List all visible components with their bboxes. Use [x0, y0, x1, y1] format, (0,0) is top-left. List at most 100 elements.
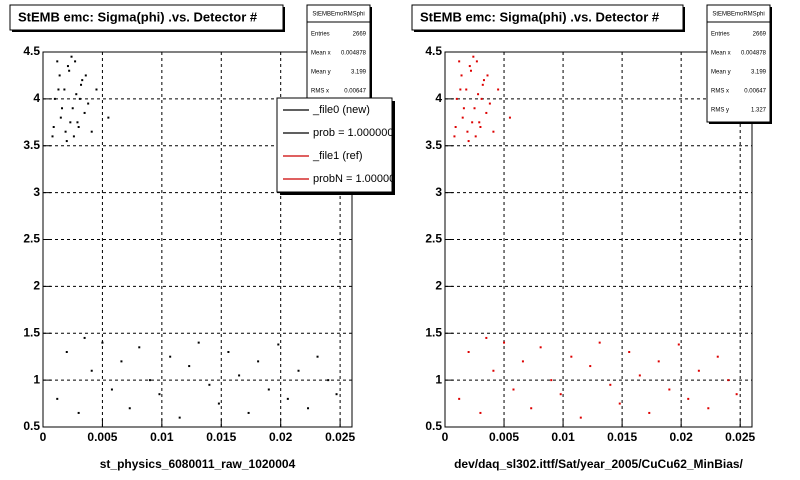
- point: [503, 341, 506, 344]
- point: [64, 130, 67, 133]
- point: [471, 121, 474, 124]
- point: [227, 351, 230, 353]
- point: [70, 55, 73, 58]
- point: [492, 130, 495, 133]
- point: [307, 407, 310, 410]
- stats-label: Mean x: [711, 51, 731, 57]
- point: [497, 88, 500, 91]
- y-tick-label: 3: [435, 185, 442, 199]
- point: [53, 97, 56, 100]
- point: [453, 135, 456, 138]
- point: [169, 355, 172, 358]
- x-tick-label: 0.01: [150, 430, 174, 444]
- point: [492, 369, 495, 372]
- legend-label: _file0 (new): [312, 104, 370, 116]
- point: [485, 336, 488, 339]
- stats-label: RMS x: [711, 89, 729, 95]
- point: [217, 402, 220, 405]
- point: [178, 416, 181, 419]
- stats-box: [706, 4, 771, 123]
- point: [138, 346, 141, 349]
- point: [90, 369, 93, 372]
- y-tick-label: 4.5: [23, 44, 40, 58]
- point: [57, 88, 60, 91]
- point: [87, 102, 90, 105]
- title-box: [9, 4, 284, 31]
- point: [51, 135, 54, 138]
- point: [486, 74, 489, 77]
- stats-box: [306, 4, 371, 104]
- stats-value: 2669: [353, 32, 367, 38]
- stats-value: 3.199: [351, 70, 367, 76]
- x-axis-label: dev/daq_sl302.ittf/Sat/year_2005/CuCu62_…: [454, 457, 743, 471]
- y-tick-label: 1.5: [425, 325, 442, 339]
- point: [458, 397, 461, 400]
- stats-label: Entries: [311, 32, 330, 38]
- stats-label: Mean x: [311, 51, 331, 57]
- point: [80, 83, 83, 86]
- legend: _file0 (new) prob = 1.000000 _file1 (ref) p…: [283, 104, 392, 185]
- point: [335, 393, 338, 396]
- point: [482, 79, 485, 82]
- point: [473, 107, 476, 110]
- point: [65, 140, 68, 143]
- y-tick-label: 1.5: [23, 325, 40, 339]
- y-tick-label: 1: [33, 372, 40, 386]
- point: [277, 343, 280, 346]
- point: [478, 121, 481, 124]
- y-tick-label: 4: [435, 91, 442, 105]
- x-tick-label: 0.02: [669, 430, 693, 444]
- point: [69, 121, 72, 124]
- y-tick-label: 2.5: [425, 232, 442, 246]
- stats-label: RMS x: [311, 89, 329, 95]
- point: [90, 130, 93, 133]
- point: [83, 336, 86, 339]
- x-tick-label: 0.02: [269, 430, 293, 444]
- point: [297, 369, 300, 372]
- point: [56, 60, 59, 63]
- point: [648, 411, 651, 414]
- title-box: [411, 4, 684, 31]
- point: [472, 55, 475, 58]
- point: [477, 93, 480, 96]
- point: [78, 97, 81, 100]
- point: [521, 360, 524, 363]
- point: [474, 135, 477, 138]
- point: [107, 116, 110, 119]
- point: [61, 107, 64, 110]
- point: [467, 351, 470, 353]
- point: [84, 74, 87, 77]
- point: [238, 374, 241, 377]
- x-tick-label: 0.005: [489, 430, 519, 444]
- point: [188, 365, 191, 368]
- point: [727, 379, 730, 382]
- point: [467, 140, 470, 143]
- point: [208, 383, 211, 386]
- point: [316, 355, 319, 358]
- point: [454, 126, 457, 128]
- point: [735, 393, 738, 396]
- point: [707, 407, 710, 410]
- x-tick-label: 0: [40, 430, 47, 444]
- point: [75, 93, 78, 96]
- y-tick-label: 3.5: [23, 138, 40, 152]
- point: [539, 346, 542, 349]
- point: [68, 69, 71, 72]
- point: [579, 416, 582, 419]
- x-tick-label: 0.025: [725, 430, 755, 444]
- point: [77, 411, 80, 414]
- legend-label: _file1 (ref): [312, 150, 363, 162]
- point: [466, 130, 469, 133]
- y-tick-label: 2: [435, 279, 442, 293]
- point: [479, 411, 482, 414]
- point: [618, 402, 621, 405]
- point: [77, 126, 80, 128]
- point: [458, 60, 461, 63]
- point: [197, 341, 200, 344]
- point: [128, 407, 131, 410]
- point: [677, 343, 680, 346]
- stats-value: 0.00647: [344, 89, 366, 95]
- point: [475, 60, 478, 63]
- stats-label: RMS y: [711, 108, 729, 114]
- stats-value: 0.004878: [341, 51, 367, 57]
